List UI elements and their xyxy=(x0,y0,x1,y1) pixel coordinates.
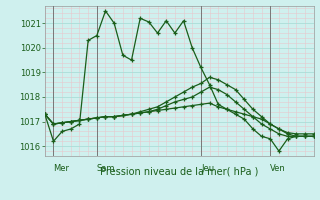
X-axis label: Pression niveau de la mer( hPa ): Pression niveau de la mer( hPa ) xyxy=(100,166,258,176)
Text: Sam: Sam xyxy=(97,164,115,173)
Text: Mer: Mer xyxy=(53,164,69,173)
Text: Jeu: Jeu xyxy=(201,164,214,173)
Text: Ven: Ven xyxy=(270,164,286,173)
